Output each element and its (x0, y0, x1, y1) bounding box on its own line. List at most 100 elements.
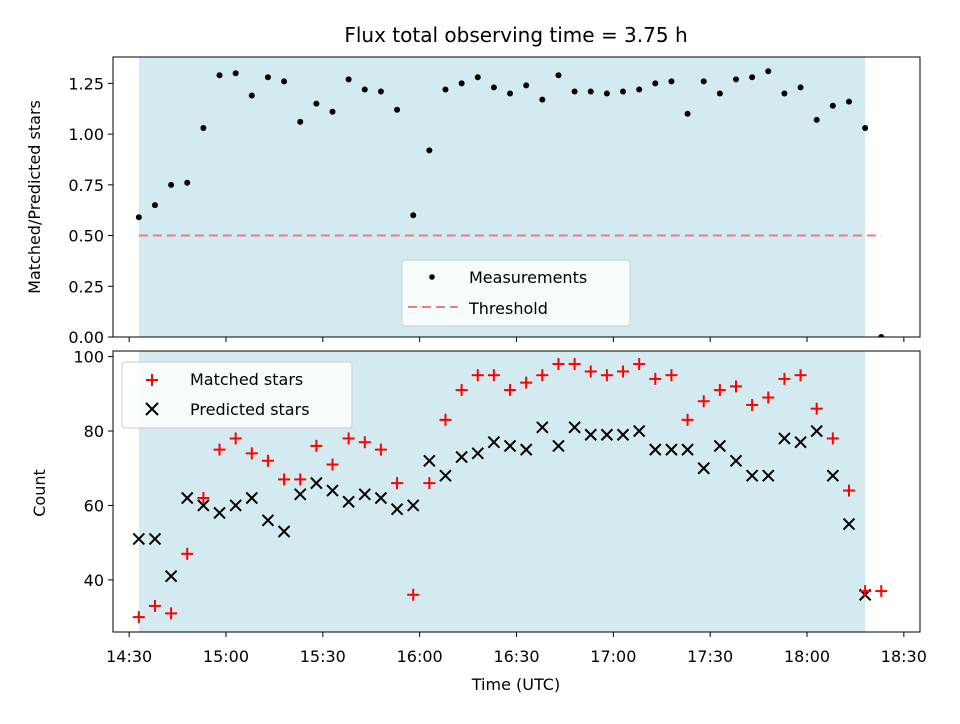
matched-point (407, 588, 420, 601)
matched-point (794, 369, 807, 382)
predicted-point (229, 499, 242, 512)
predicted-point (423, 454, 436, 468)
measurement-point (862, 125, 869, 132)
x-tick-label: 17:00 (590, 647, 636, 666)
predicted-point (197, 499, 210, 512)
measurement-point (652, 80, 659, 87)
measurement-point (490, 84, 497, 91)
matched-point (165, 607, 178, 620)
predicted-point (132, 532, 146, 546)
predicted-point (632, 424, 646, 438)
matched-point (697, 395, 710, 408)
matched-legend-marker (146, 374, 158, 386)
matched-point (600, 369, 613, 382)
measurement-point (716, 90, 723, 97)
measurement-point (765, 68, 772, 75)
measurement-point (829, 102, 836, 109)
matched-point (487, 369, 500, 382)
bottom-x-ticks: 14:30 15:00 15:30 16:00 16:30 17:00 17:30 18:00… (106, 632, 927, 666)
matched-point (181, 547, 194, 560)
matched-point (455, 384, 468, 397)
predicted-point (584, 428, 597, 441)
top-y-axis-label: Matched/Predicted stars (25, 100, 44, 294)
bottom-y-axis-label: Count (30, 469, 49, 517)
measurement-point (442, 86, 449, 93)
matched-point (568, 358, 581, 371)
predicted-point (358, 488, 371, 501)
measurement-point (248, 92, 255, 99)
predicted-point (600, 428, 614, 441)
top-y-tick-label: 1.25 (68, 74, 104, 93)
top-y-tick-label: 0.75 (68, 176, 104, 195)
measurement-point (345, 76, 352, 83)
matched-point (842, 484, 855, 497)
predicted-point (471, 447, 484, 460)
matched-point (326, 458, 339, 471)
predicted-point (164, 569, 178, 583)
predicted-point (778, 432, 791, 445)
x-axis-label: Time (UTC) (471, 675, 560, 694)
matched-point (665, 369, 678, 382)
matched-point (617, 365, 630, 378)
bottom-legend-box (121, 361, 353, 429)
measurement-point (474, 74, 481, 81)
matched-point (778, 372, 791, 385)
predicted-point (810, 424, 823, 438)
predicted-point (213, 506, 226, 520)
measurement-point (781, 90, 788, 97)
predicted-point (697, 462, 710, 475)
predicted-point (294, 488, 307, 501)
top-legend: Measurements Threshold (401, 259, 631, 327)
predicted-point (406, 499, 420, 512)
predicted-point (277, 525, 291, 538)
measurement-point (377, 88, 384, 95)
matched-point (342, 432, 355, 445)
predicted-point (261, 514, 275, 527)
matched-point (439, 413, 452, 426)
matched-point (358, 436, 371, 449)
measurement-point (571, 88, 578, 95)
matched-point (713, 384, 726, 397)
measurement-point (700, 78, 707, 85)
top-y-tick-label: 0.00 (68, 328, 104, 347)
top-panel: 0.00 0.25 0.50 0.75 1.00 1.25 Flux total obse… (25, 23, 921, 347)
predicted-legend-marker (145, 402, 159, 416)
predicted-point (552, 439, 565, 453)
measurement-point (151, 202, 158, 209)
predicted-point (762, 469, 775, 482)
predicted-point (439, 469, 452, 482)
bottom-y-tick-label: 100 (73, 348, 104, 367)
measurement-point (426, 147, 433, 154)
matched-point (584, 365, 597, 378)
matched-point (633, 358, 646, 371)
measurement-point (507, 90, 514, 97)
measurement-point (555, 72, 562, 79)
measurement-point (668, 78, 675, 85)
x-tick-label: 16:00 (397, 647, 443, 666)
measurement-point (329, 108, 336, 115)
top-y-tick-label: 0.50 (68, 227, 104, 246)
top-x-ticks (128, 337, 905, 342)
matched-point (552, 358, 565, 371)
matched-point (278, 473, 291, 486)
predicted-point (713, 439, 727, 453)
matched-point (148, 599, 161, 612)
measurement-point (135, 214, 142, 221)
measurement-point (410, 212, 417, 219)
predicted-point (374, 491, 388, 505)
x-tick-label: 15:30 (300, 647, 346, 666)
measurement-point (264, 74, 271, 81)
bottom-panel: 40 60 80 100 14:30 15:00 15:30 16:00 16:30 17:00… (30, 348, 927, 694)
legend-label-predicted: Predicted stars (190, 400, 310, 419)
matched-point (245, 447, 258, 460)
measurement-point (539, 96, 546, 103)
matched-point (875, 585, 888, 598)
measurement-point (361, 86, 368, 93)
predicted-point (181, 491, 194, 505)
matched-point (229, 432, 242, 445)
predicted-point (826, 469, 840, 482)
chart-title: Flux total observing time = 3.75 h (344, 23, 687, 47)
measurement-point (733, 76, 740, 83)
matched-point (520, 376, 533, 389)
